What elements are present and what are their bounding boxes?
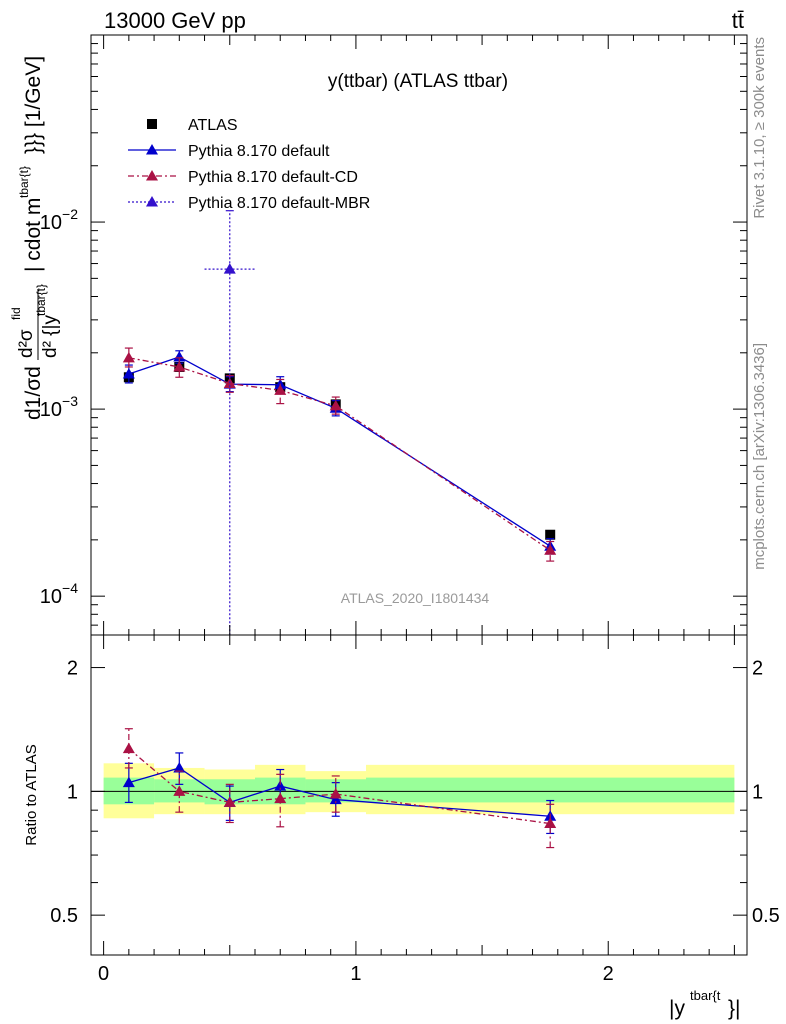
ratio-point <box>544 817 557 829</box>
series-0 <box>123 361 556 540</box>
main-ylabel: d1/σd d²σ fid d² {|y tbar{t} | cdot m tb… <box>9 56 61 420</box>
analysis-watermark: ATLAS_2020_I1801434 <box>341 590 490 606</box>
xtick-label: 0 <box>98 963 109 985</box>
ratio-point <box>274 780 287 791</box>
ratio-ytick-label-right: 1 <box>752 781 763 803</box>
data-point <box>274 384 287 395</box>
ylabel-frac-num-sup: fid <box>9 307 23 320</box>
uncertainty-band-inner <box>366 777 735 803</box>
legend-marker <box>146 170 158 181</box>
data-point <box>223 263 236 274</box>
main-panel: 10−2 10−3 10−4 y(ttbar) (ATLAS ttbar) ATLA… <box>40 34 748 636</box>
ratio-ylabel: Ratio to ATLAS <box>23 744 40 845</box>
ratio-ytick-label: 0.5 <box>50 905 78 927</box>
ratio-ytick-label: 1 <box>67 781 78 803</box>
source-label: mcplots.cern.ch [arXiv:1306.3436] <box>751 343 768 570</box>
main-axis-ticks: 10−2 10−3 10−4 <box>40 34 747 635</box>
ratio-point <box>173 761 186 773</box>
data-point <box>545 529 556 540</box>
rivet-label: Rivet 3.1.10, ≥ 300k events <box>751 37 768 219</box>
main-ytick-label: 10−4 <box>40 580 78 608</box>
series-line <box>128 356 551 547</box>
ratio-series-line <box>128 748 551 825</box>
ylabel-frac-den-sup: tbar{t} <box>34 284 48 316</box>
energy-label: 13000 GeV pp <box>104 8 246 33</box>
ratio-ytick-label-right: 2 <box>752 658 763 680</box>
data-point <box>173 350 186 362</box>
main-ytick-label: 10−3 <box>40 393 78 421</box>
main-plot-area <box>122 210 557 635</box>
series-2 <box>122 347 557 562</box>
ylabel-frac-den: d² {|y <box>40 315 61 358</box>
data-point <box>122 368 135 379</box>
xlabel-main: |y <box>669 997 685 1020</box>
ratio-bands <box>91 763 747 819</box>
ratio-series-1 <box>122 728 557 849</box>
series-3 <box>204 210 255 635</box>
ratio-point <box>274 792 287 804</box>
ylabel-frac-num: d²σ <box>16 329 37 358</box>
xtick-label: 1 <box>350 963 361 985</box>
ratio-ytick-label: 2 <box>67 658 78 680</box>
legend-marker <box>146 144 158 155</box>
ylabel-tail-sup: tbar{t} <box>17 166 31 198</box>
xlabel: |y tbar{t }| <box>669 988 740 1020</box>
data-point <box>329 399 342 411</box>
ratio-panel: 2 2 1 1 0.5 0.5 0 1 2 <box>50 634 780 985</box>
process-label: tt̄ <box>732 8 744 33</box>
ratio-point <box>223 796 236 807</box>
svg-text:d1/σd: d1/σd <box>22 366 45 420</box>
xtick-label: 2 <box>603 963 614 985</box>
series-line <box>128 357 551 551</box>
ratio-point <box>122 742 135 754</box>
main-title: y(ttbar) (ATLAS ttbar) <box>328 71 508 92</box>
ratio-plot-area <box>122 728 557 849</box>
ratio-point <box>122 776 135 788</box>
ylabel-end: }}} [1/GeV] <box>22 56 45 154</box>
ratio-axis-ticks: 2 2 1 1 0.5 0.5 0 1 2 <box>50 635 780 985</box>
legend: ATLAS Pythia 8.170 default Pythia 8.170 de… <box>128 117 370 212</box>
data-point <box>122 351 135 363</box>
ratio-point <box>329 788 342 799</box>
legend-label: ATLAS <box>188 117 238 134</box>
legend-label: Pythia 8.170 default-MBR <box>188 195 370 212</box>
ratio-series-line <box>128 767 551 817</box>
legend-label: Pythia 8.170 default <box>188 143 330 160</box>
xlabel-sup: tbar{t <box>690 988 721 1003</box>
ylabel-part-main: d1/σd <box>22 366 45 420</box>
series-1 <box>122 350 557 555</box>
data-point <box>544 544 557 555</box>
ratio-point <box>173 785 186 796</box>
legend-marker <box>146 196 158 207</box>
legend-label: Pythia 8.170 default-CD <box>188 169 358 186</box>
legend-marker <box>147 119 157 129</box>
xlabel-end: }| <box>728 997 740 1020</box>
ylabel-tail: | cdot m <box>22 198 45 272</box>
main-ytick-label: 10−2 <box>40 206 78 234</box>
data-point <box>173 360 186 372</box>
ratio-point <box>329 793 342 805</box>
ratio-ytick-label-right: 0.5 <box>752 905 780 927</box>
ratio-frame <box>90 634 748 956</box>
